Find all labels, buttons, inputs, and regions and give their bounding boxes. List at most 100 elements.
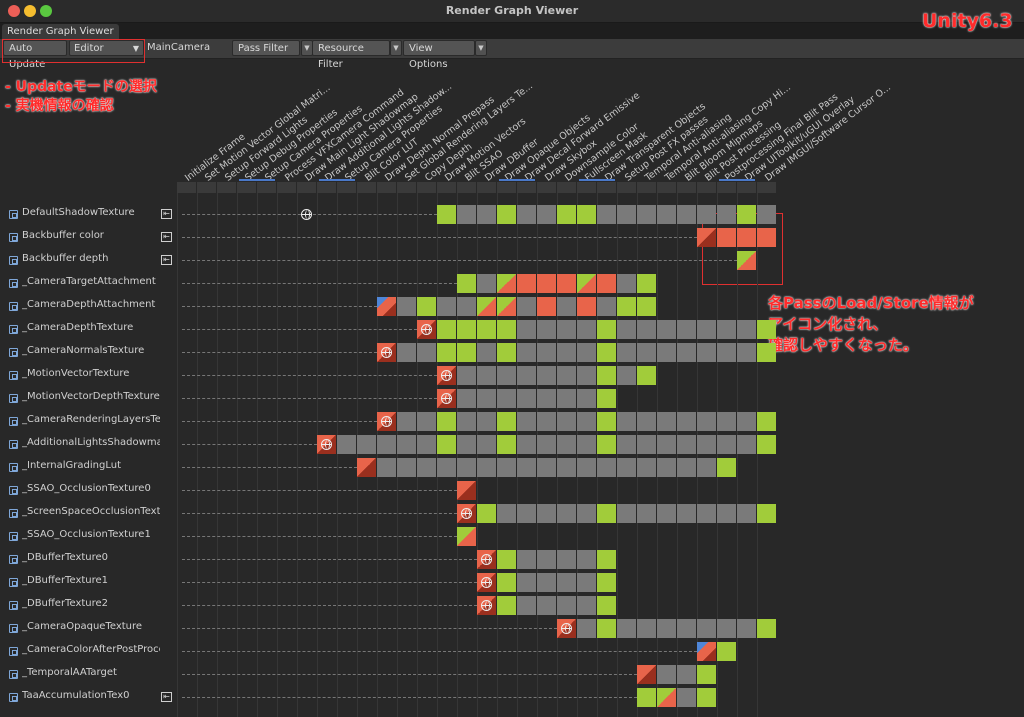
resource-usage-cell[interactable]	[457, 320, 476, 339]
pass-filter-button[interactable]: Pass Filter	[232, 40, 300, 56]
resource-usage-cell[interactable]	[537, 205, 556, 224]
pass-header-cell[interactable]	[757, 182, 776, 193]
resource-label[interactable]: _DBufferTexture0	[22, 552, 109, 563]
resource-usage-cell[interactable]	[437, 412, 456, 431]
resource-filter-chevron-icon[interactable]: ▼	[390, 40, 402, 56]
pass-header-cell[interactable]	[717, 182, 736, 193]
resource-usage-cell[interactable]	[357, 458, 376, 477]
resource-usage-cell[interactable]	[637, 458, 656, 477]
resource-label[interactable]: _CameraOpaqueTexture	[22, 621, 143, 632]
resource-usage-cell[interactable]	[577, 366, 596, 385]
resource-usage-cell[interactable]	[517, 205, 536, 224]
resource-usage-cell[interactable]	[397, 458, 416, 477]
resource-usage-cell[interactable]	[457, 343, 476, 362]
pass-header-cell[interactable]	[377, 182, 396, 193]
resource-usage-cell[interactable]	[697, 688, 716, 707]
resource-usage-cell[interactable]	[557, 274, 576, 293]
resource-usage-cell[interactable]	[497, 458, 516, 477]
pass-header-cell[interactable]	[237, 182, 256, 193]
resource-usage-cell[interactable]	[677, 205, 696, 224]
resource-usage-cell[interactable]	[697, 343, 716, 362]
resource-usage-cell[interactable]	[597, 320, 616, 339]
resource-usage-cell[interactable]	[597, 389, 616, 408]
resource-usage-cell[interactable]	[557, 550, 576, 569]
resource-label[interactable]: TaaAccumulationTex0	[22, 690, 130, 701]
resource-usage-cell[interactable]	[497, 596, 516, 615]
resource-usage-cell[interactable]	[557, 596, 576, 615]
resource-usage-cell[interactable]	[497, 412, 516, 431]
resource-usage-cell[interactable]	[697, 205, 716, 224]
pass-header-cell[interactable]	[297, 182, 316, 193]
resource-usage-cell[interactable]	[517, 320, 536, 339]
resource-label[interactable]: _CameraColorAfterPostProce...	[22, 644, 160, 655]
resource-usage-cell[interactable]	[477, 343, 496, 362]
view-options-chevron-icon[interactable]: ▼	[475, 40, 487, 56]
resource-usage-cell[interactable]	[617, 343, 636, 362]
view-options-button[interactable]: View Options	[403, 40, 475, 70]
resource-usage-cell[interactable]	[397, 412, 416, 431]
resource-usage-cell[interactable]	[697, 642, 716, 661]
resource-usage-cell[interactable]	[657, 320, 676, 339]
resource-usage-cell[interactable]	[377, 297, 396, 316]
resource-usage-cell[interactable]	[657, 205, 676, 224]
resource-usage-cell[interactable]	[637, 274, 656, 293]
resource-usage-cell[interactable]	[577, 343, 596, 362]
resource-usage-cell[interactable]	[417, 297, 436, 316]
resource-usage-cell[interactable]	[557, 205, 576, 224]
resource-usage-cell[interactable]	[737, 251, 756, 270]
resource-usage-cell[interactable]	[757, 619, 776, 638]
tab-render-graph-viewer[interactable]: Render Graph Viewer	[2, 24, 119, 39]
resource-usage-cell[interactable]	[517, 389, 536, 408]
resource-label[interactable]: _CameraDepthTexture	[22, 322, 134, 333]
pass-header-cell[interactable]	[417, 182, 436, 193]
resource-usage-cell[interactable]	[477, 389, 496, 408]
resource-usage-cell[interactable]	[617, 274, 636, 293]
resource-usage-cell[interactable]	[637, 688, 656, 707]
resource-usage-cell[interactable]	[577, 297, 596, 316]
resource-usage-cell[interactable]	[717, 435, 736, 454]
resource-usage-cell[interactable]	[517, 366, 536, 385]
resource-usage-cell[interactable]	[497, 435, 516, 454]
resource-usage-cell[interactable]	[477, 435, 496, 454]
resource-usage-cell[interactable]	[717, 205, 736, 224]
resource-label[interactable]: _CameraDepthAttachment	[22, 299, 156, 310]
pass-header-cell[interactable]	[217, 182, 236, 193]
resource-usage-cell[interactable]	[497, 573, 516, 592]
resource-label[interactable]: _MotionVectorTexture	[22, 368, 130, 379]
pass-header-cell[interactable]	[597, 182, 616, 193]
resource-label[interactable]: _DBufferTexture1	[22, 575, 109, 586]
resource-usage-cell[interactable]	[537, 458, 556, 477]
resource-usage-cell[interactable]	[477, 412, 496, 431]
resource-usage-cell[interactable]	[537, 504, 556, 523]
resource-usage-cell[interactable]	[637, 297, 656, 316]
resource-usage-cell[interactable]	[497, 343, 516, 362]
resource-usage-cell[interactable]	[677, 504, 696, 523]
resource-usage-cell[interactable]	[337, 435, 356, 454]
resource-usage-cell[interactable]	[537, 435, 556, 454]
resource-usage-cell[interactable]	[657, 343, 676, 362]
resource-usage-cell[interactable]	[617, 435, 636, 454]
resource-usage-cell[interactable]	[677, 665, 696, 684]
resource-usage-cell[interactable]	[597, 458, 616, 477]
resource-usage-cell[interactable]	[697, 228, 716, 247]
resource-usage-cell[interactable]	[577, 274, 596, 293]
resource-usage-cell[interactable]	[537, 343, 556, 362]
resource-usage-cell[interactable]	[537, 320, 556, 339]
resource-usage-cell[interactable]	[637, 619, 656, 638]
resource-usage-cell[interactable]	[457, 435, 476, 454]
resource-usage-cell[interactable]	[457, 481, 476, 500]
resource-usage-cell[interactable]	[537, 412, 556, 431]
resource-usage-cell[interactable]	[477, 205, 496, 224]
pass-header-cell[interactable]	[657, 182, 676, 193]
resource-usage-cell[interactable]	[417, 435, 436, 454]
resource-usage-cell[interactable]	[597, 504, 616, 523]
resource-usage-cell[interactable]	[677, 619, 696, 638]
resource-usage-cell[interactable]	[517, 435, 536, 454]
resource-usage-cell[interactable]	[597, 366, 616, 385]
resource-usage-cell[interactable]	[757, 320, 776, 339]
resource-label[interactable]: _InternalGradingLut	[22, 460, 121, 471]
resource-usage-cell[interactable]	[697, 458, 716, 477]
resource-usage-cell[interactable]	[657, 458, 676, 477]
resource-usage-cell[interactable]	[557, 320, 576, 339]
resource-usage-cell[interactable]	[737, 504, 756, 523]
